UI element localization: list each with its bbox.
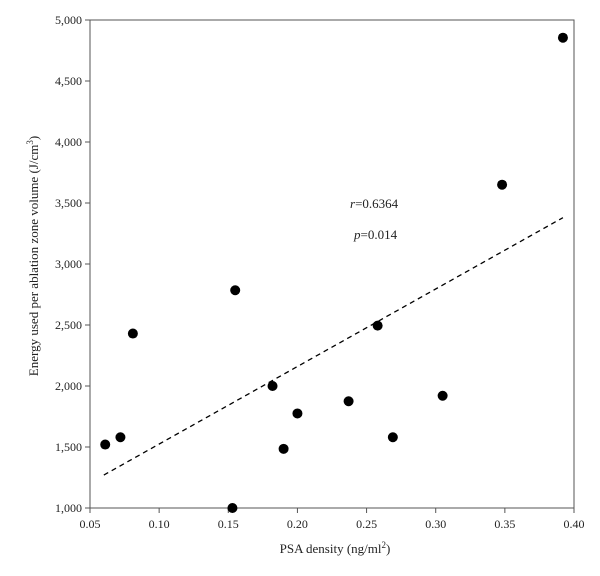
data-point (100, 439, 111, 450)
y-tick-label: 2,000 (55, 379, 82, 393)
r-annotation: r=0.6364 (350, 196, 399, 211)
y-tick-label: 2,500 (55, 318, 82, 332)
y-tick-label: 3,500 (55, 196, 82, 210)
data-point (230, 285, 241, 296)
x-tick-label: 0.20 (287, 517, 308, 531)
plot-frame (89, 19, 575, 509)
data-point (343, 396, 354, 407)
y-tick-label: 5,000 (55, 13, 82, 27)
x-tick-label: 0.05 (80, 517, 101, 531)
x-tick-label: 0.40 (564, 517, 585, 531)
data-point (278, 443, 289, 454)
ticks-group: 0.05 0.10 0.15 0.20 0.25 0.30 0.35 0.40 1,000 1,5… (55, 13, 585, 531)
y-tick-label: 1,000 (55, 501, 82, 515)
y-tick-label: 1,500 (55, 440, 82, 454)
data-point (497, 179, 508, 190)
x-tick-label: 0.30 (425, 517, 446, 531)
y-tick-label: 3,000 (55, 257, 82, 271)
data-point (557, 32, 568, 43)
data-point (292, 408, 303, 419)
data-point (267, 381, 278, 391)
x-tick-label: 0.35 (494, 517, 515, 531)
y-tick-label: 4,000 (55, 135, 82, 149)
x-tick-label: 0.15 (218, 517, 239, 531)
data-point (372, 320, 383, 331)
x-axis-title: PSA density (ng/ml2) (280, 540, 391, 556)
p-annotation: p=0.014 (353, 227, 398, 242)
trendline-group (103, 217, 564, 476)
data-point (127, 328, 138, 339)
x-tick-label: 0.25 (356, 517, 377, 531)
y-tick-label: 4,500 (55, 74, 82, 88)
data-points-group (100, 32, 568, 513)
data-point (437, 390, 448, 401)
y-axis-title: Energy used per ablation zone volume (J/… (25, 136, 41, 376)
data-point (227, 503, 238, 513)
x-tick-label: 0.10 (149, 517, 170, 531)
data-point (115, 432, 126, 443)
data-point (387, 432, 398, 443)
trendline (103, 217, 564, 476)
